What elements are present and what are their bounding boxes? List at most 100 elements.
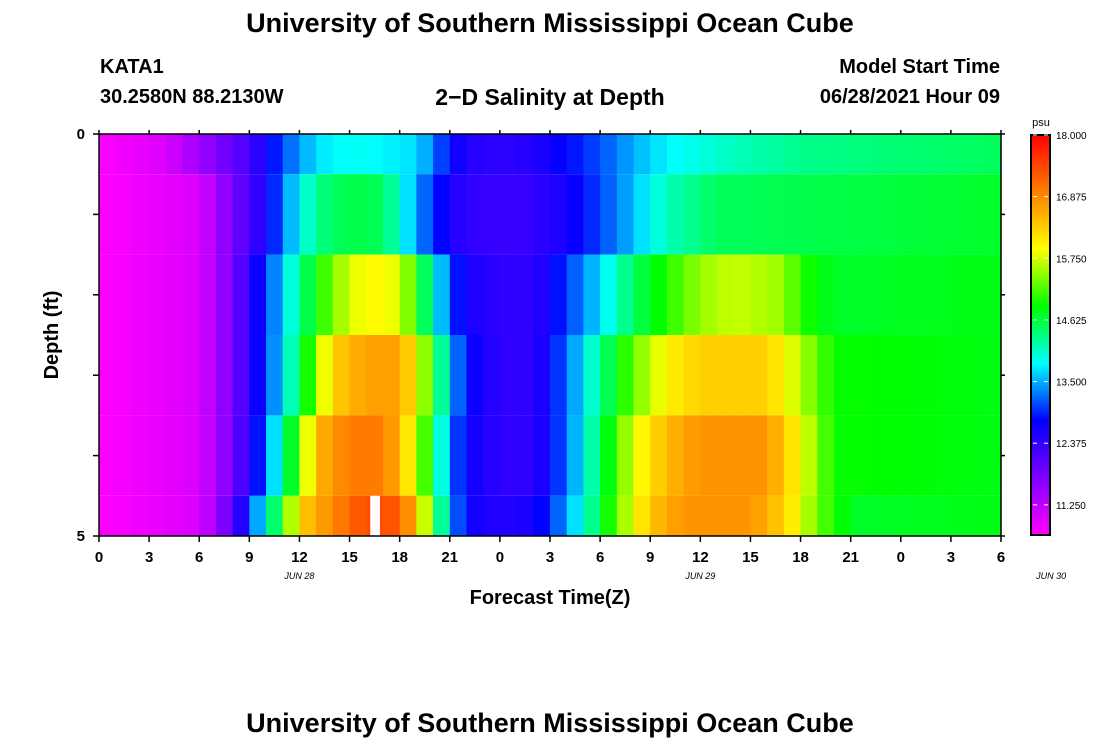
heatmap-cell	[533, 254, 551, 335]
heatmap-cell	[550, 495, 568, 536]
heatmap-cell	[266, 335, 284, 416]
heatmap-cell	[282, 335, 301, 416]
heatmap-cell	[466, 174, 484, 255]
heatmap-cell	[316, 254, 334, 335]
heatmap-cell	[633, 254, 651, 335]
heatmap-cell	[967, 415, 985, 496]
heatmap-cell	[616, 415, 635, 496]
heatmap-cell	[516, 335, 534, 416]
heatmap-cell	[165, 134, 184, 175]
heatmap-cell	[516, 254, 534, 335]
model-start-value: 06/28/2021 Hour 09	[819, 86, 1000, 108]
heatmap-cell	[650, 415, 668, 496]
heatmap-cell	[750, 335, 768, 416]
colorbar-tick-label: 18.000	[1056, 131, 1087, 142]
heatmap-cell	[349, 335, 367, 416]
heatmap-cell	[416, 254, 434, 335]
heatmap-cell	[833, 174, 852, 255]
heatmap-cell	[182, 174, 200, 255]
heatmap-cell	[332, 254, 351, 335]
heatmap-cell	[783, 174, 802, 255]
heatmap-cell	[783, 335, 802, 416]
heatmap-cell	[733, 174, 752, 255]
heatmap-cell	[550, 415, 568, 496]
heatmap-cell	[483, 415, 501, 496]
heatmap-cell	[666, 134, 685, 175]
heatmap-cell	[516, 134, 534, 175]
heatmap-cell	[466, 335, 484, 416]
x-axis-label: Forecast Time(Z)	[470, 587, 631, 609]
heatmap-cell	[817, 335, 835, 416]
heatmap-cell	[683, 254, 701, 335]
x-tick-label: 18	[391, 549, 408, 566]
heatmap-cell	[900, 174, 919, 255]
heatmap-cell	[466, 495, 484, 536]
heatmap-cell	[165, 174, 184, 255]
heatmap-cell	[833, 254, 852, 335]
heatmap-cell	[483, 174, 501, 255]
missing-data-cell	[370, 495, 380, 536]
heatmap-cell	[316, 174, 334, 255]
heatmap-cell	[349, 415, 367, 496]
heatmap-cell	[499, 415, 518, 496]
heatmap-cell	[800, 495, 818, 536]
heatmap-cell	[366, 174, 384, 255]
heatmap-cell	[332, 335, 351, 416]
heatmap-cell	[700, 134, 718, 175]
heatmap-cell	[249, 495, 267, 536]
heatmap-cell	[132, 335, 150, 416]
heatmap-cell	[600, 495, 618, 536]
heatmap-cell	[349, 134, 367, 175]
heatmap-cell	[215, 174, 234, 255]
heatmap-cell	[165, 254, 184, 335]
heatmap-cell	[984, 415, 1002, 496]
x-tick-label: 12	[291, 549, 308, 566]
heatmap-cell	[733, 134, 752, 175]
heatmap-cell	[449, 335, 468, 416]
heatmap-cell	[399, 495, 417, 536]
heatmap-cell	[266, 254, 284, 335]
heatmap-cell	[399, 254, 417, 335]
heatmap-cell	[650, 134, 668, 175]
heatmap-cell	[733, 415, 752, 496]
heatmap-cell	[717, 254, 735, 335]
heatmap-cell	[449, 254, 468, 335]
heatmap-cell	[399, 335, 417, 416]
heatmap-cell	[99, 254, 117, 335]
heatmap-cell	[416, 174, 434, 255]
heatmap-cell	[249, 254, 267, 335]
heatmap-cell	[215, 134, 234, 175]
heatmap-cell	[249, 415, 267, 496]
heatmap-cell	[332, 134, 351, 175]
heatmap-cell	[182, 415, 200, 496]
heatmap-cell	[717, 335, 735, 416]
station-coordinates: 30.2580N 88.2130W	[100, 86, 284, 108]
heatmap-cell	[566, 415, 584, 496]
heatmap-cell	[99, 134, 117, 175]
heatmap-cell	[266, 495, 284, 536]
heatmap-cell	[783, 415, 802, 496]
heatmap-cell	[299, 415, 317, 496]
heatmap-cell	[299, 174, 317, 255]
heatmap-cell	[115, 254, 133, 335]
heatmap-cell	[282, 254, 301, 335]
heatmap-cell	[299, 495, 317, 536]
heatmap-cell	[99, 415, 117, 496]
heatmap-cell	[783, 495, 802, 536]
heatmap-cell	[433, 335, 451, 416]
heatmap-cell	[767, 134, 785, 175]
heatmap-cell	[433, 254, 451, 335]
heatmap-cell	[115, 335, 133, 416]
heatmap-cell	[199, 174, 217, 255]
heatmap-cell	[850, 495, 868, 536]
heatmap-cell	[767, 174, 785, 255]
y-axis: 05	[77, 126, 1005, 545]
heatmap-cell	[433, 415, 451, 496]
heatmap-cell	[299, 335, 317, 416]
y-tick-label: 0	[77, 126, 85, 143]
heatmap-cell	[132, 495, 150, 536]
heatmap-cell	[399, 415, 417, 496]
colorbar-scale	[1030, 134, 1051, 536]
heatmap-cell	[917, 495, 935, 536]
